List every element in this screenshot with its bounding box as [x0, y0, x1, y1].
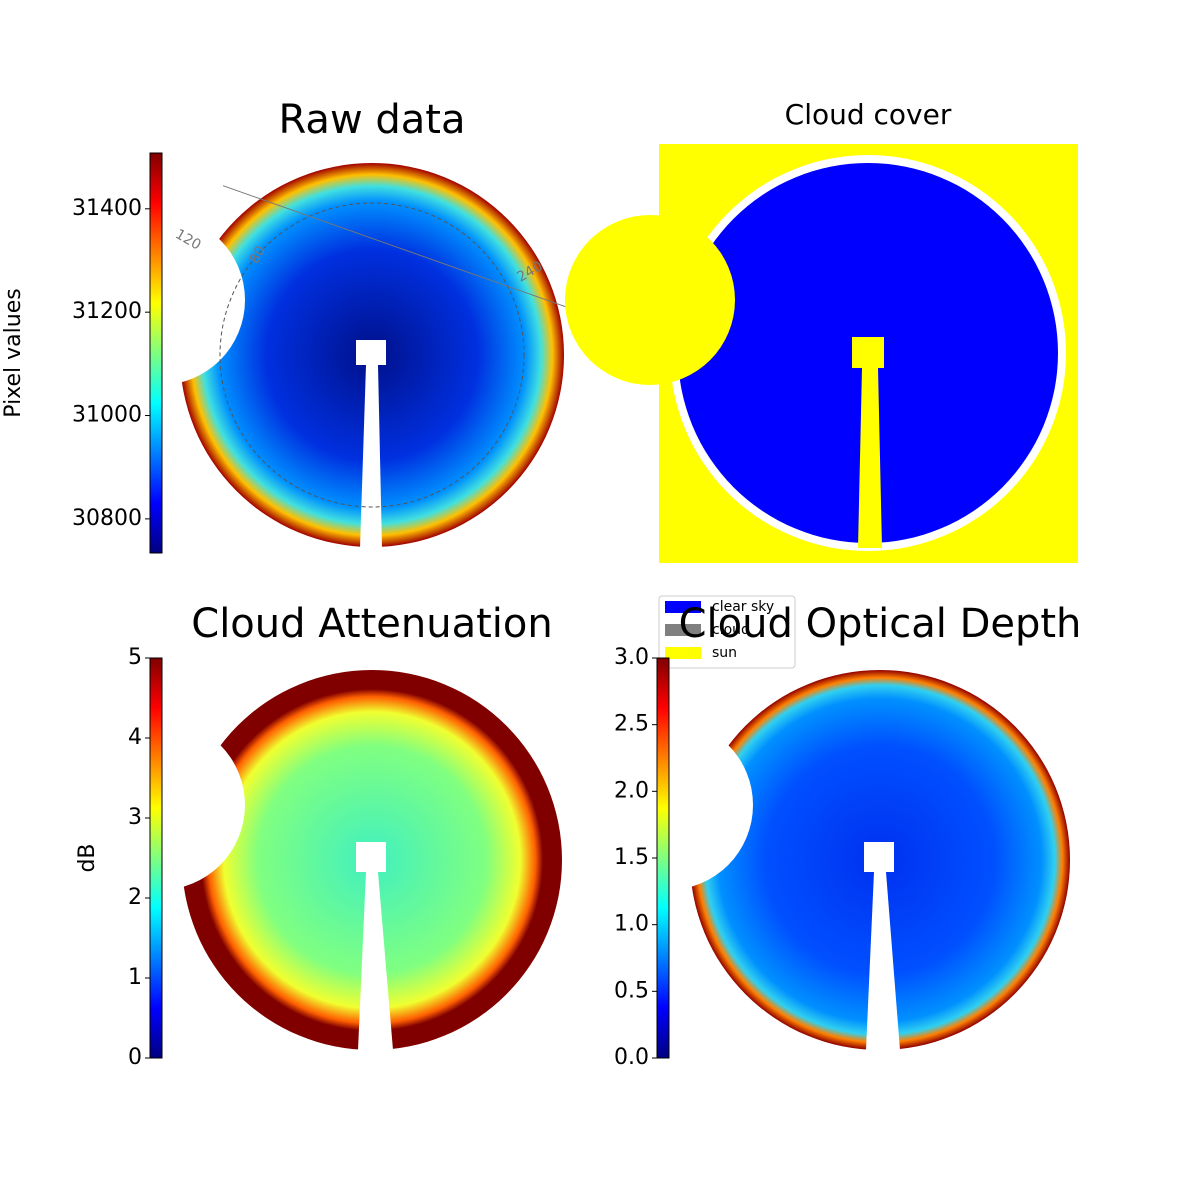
mask: [356, 340, 386, 548]
tick-label: 31000: [72, 403, 142, 428]
tick-label: 2.5: [614, 712, 649, 737]
legend-swatch: [665, 601, 701, 613]
tick-label: 0.5: [614, 978, 649, 1003]
tick-label: 30800: [72, 506, 142, 531]
axis-label: Pixel values: [1, 288, 26, 417]
panel-title: Cloud Optical Depth: [679, 601, 1082, 647]
mask: [864, 842, 900, 1050]
sun-area: [852, 337, 884, 548]
tick-label: 31400: [72, 196, 142, 221]
tick-label: 3.0: [614, 645, 649, 670]
colorbar: [149, 152, 163, 554]
panel-images: [75, 144, 1078, 1050]
colorbar: [656, 657, 670, 1059]
tick-label: 0.0: [614, 1045, 649, 1070]
colorbar: [149, 657, 163, 1059]
tick-label: 31200: [72, 299, 142, 324]
panel-title: Raw data: [279, 97, 466, 143]
polar-grid: [222, 185, 593, 317]
tick-label: 2: [128, 885, 142, 910]
tick-label: 4: [128, 725, 142, 750]
panel-title: Cloud Attenuation: [191, 601, 552, 647]
tick-label: 3: [128, 805, 142, 830]
tick-label: 1: [128, 965, 142, 990]
legend-label: sun: [712, 645, 737, 661]
panel-title: Cloud cover: [785, 98, 952, 131]
tick-label: 1.5: [614, 845, 649, 870]
axis-label: dB: [75, 843, 100, 872]
tick-label: 1.0: [614, 912, 649, 937]
legend-swatch: [665, 647, 701, 659]
polar-grid: [219, 202, 525, 508]
polar-annotation: 80: [247, 243, 270, 266]
legend-swatch: [665, 624, 701, 636]
legend-label: cloud: [712, 622, 750, 638]
tick-label: 2.0: [614, 778, 649, 803]
legend-label: clear sky: [712, 599, 774, 615]
mask: [565, 215, 735, 385]
tick-label: 5: [128, 645, 142, 670]
tick-label: 0: [128, 1045, 142, 1070]
mask: [356, 842, 393, 1050]
